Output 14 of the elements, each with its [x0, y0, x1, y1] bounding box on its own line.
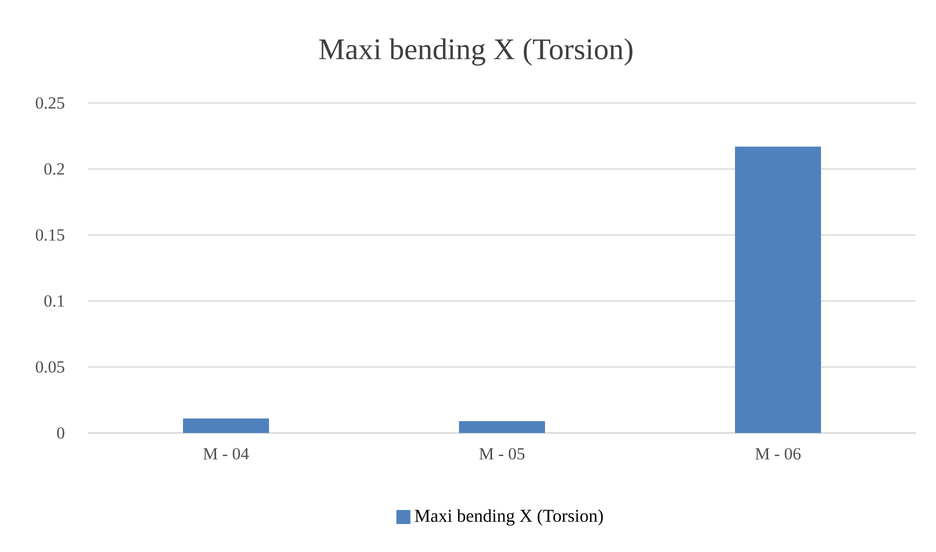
bar	[735, 146, 822, 433]
y-tick-label: 0	[57, 427, 64, 439]
bar	[459, 421, 546, 433]
x-tick-label: M - 05	[479, 448, 524, 460]
chart-title: Maxi bending X (Torsion)	[319, 38, 632, 66]
x-tick-label: M - 06	[755, 448, 801, 460]
y-tick-label: 0.25	[36, 97, 64, 109]
y-tick-label: 0.1	[44, 295, 64, 307]
legend-label: Maxi bending X (Torsion)	[414, 509, 603, 526]
bar	[183, 418, 270, 433]
y-tick-label: 0.2	[44, 163, 64, 175]
y-tick-label: 0.05	[36, 361, 64, 373]
x-tick-label: M - 04	[203, 448, 249, 460]
y-tick-label: 0.15	[36, 229, 64, 241]
